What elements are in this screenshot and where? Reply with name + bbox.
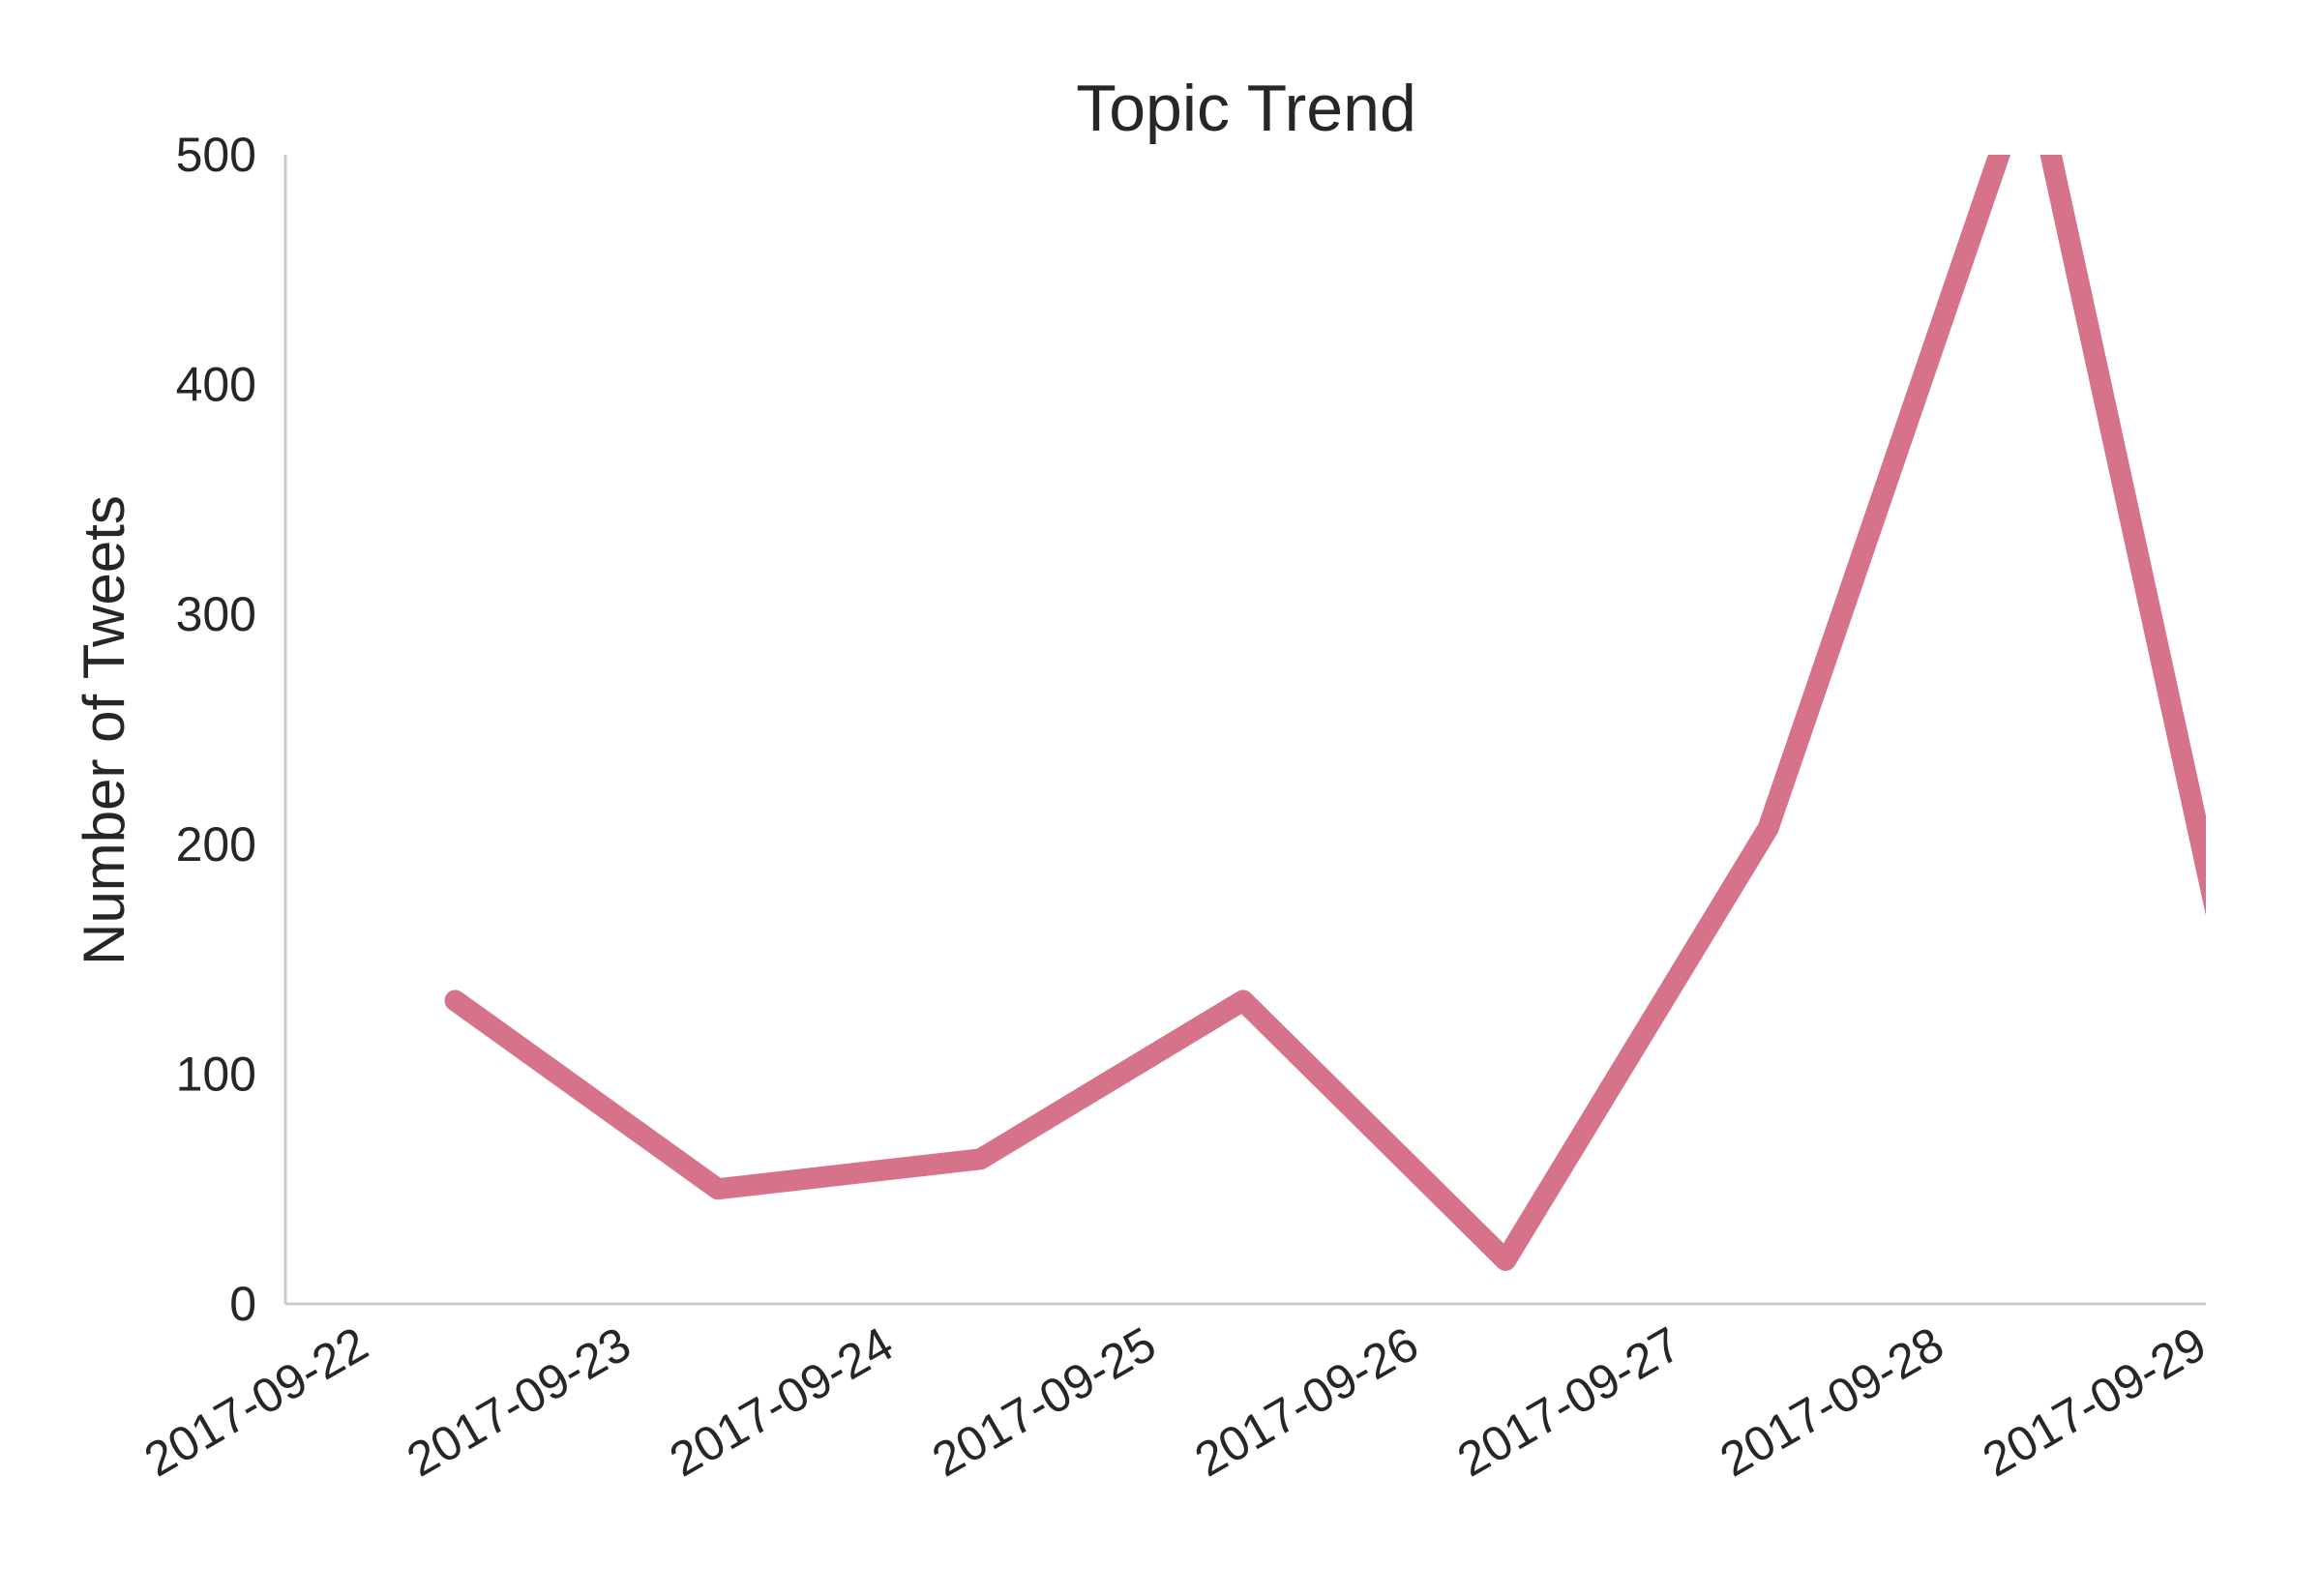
x-tick-label: 2017-09-26	[1186, 1316, 1427, 1487]
series-group	[444, 155, 2206, 1271]
y-tick-label: 100	[176, 1047, 256, 1101]
y-axis-label: Number of Tweets	[72, 495, 136, 965]
y-tick-label: 200	[176, 817, 256, 872]
x-tick-label: 2017-09-27	[1448, 1316, 1689, 1487]
y-tick-label: 400	[176, 358, 256, 412]
chart-title: Topic Trend	[1076, 72, 1416, 145]
y-tick-label: 0	[229, 1277, 256, 1331]
series-line-1	[444, 155, 2206, 1271]
x-tick-label: 2017-09-24	[661, 1316, 902, 1487]
x-tick-label: 2017-09-22	[135, 1316, 376, 1487]
y-tick-label: 300	[176, 587, 256, 641]
x-tick-label: 2017-09-25	[923, 1316, 1164, 1487]
y-axis-ticks: 0 100 200 300 400 500	[176, 128, 256, 1331]
x-axis-ticks: 2017-09-22 2017-09-23 2017-09-24 2017-09-25…	[135, 1316, 2215, 1487]
x-tick-label: 2017-09-28	[1712, 1316, 1952, 1487]
x-tick-label: 2017-09-29	[1974, 1316, 2215, 1487]
y-tick-label: 500	[176, 128, 256, 182]
x-tick-label: 2017-09-23	[398, 1316, 639, 1487]
